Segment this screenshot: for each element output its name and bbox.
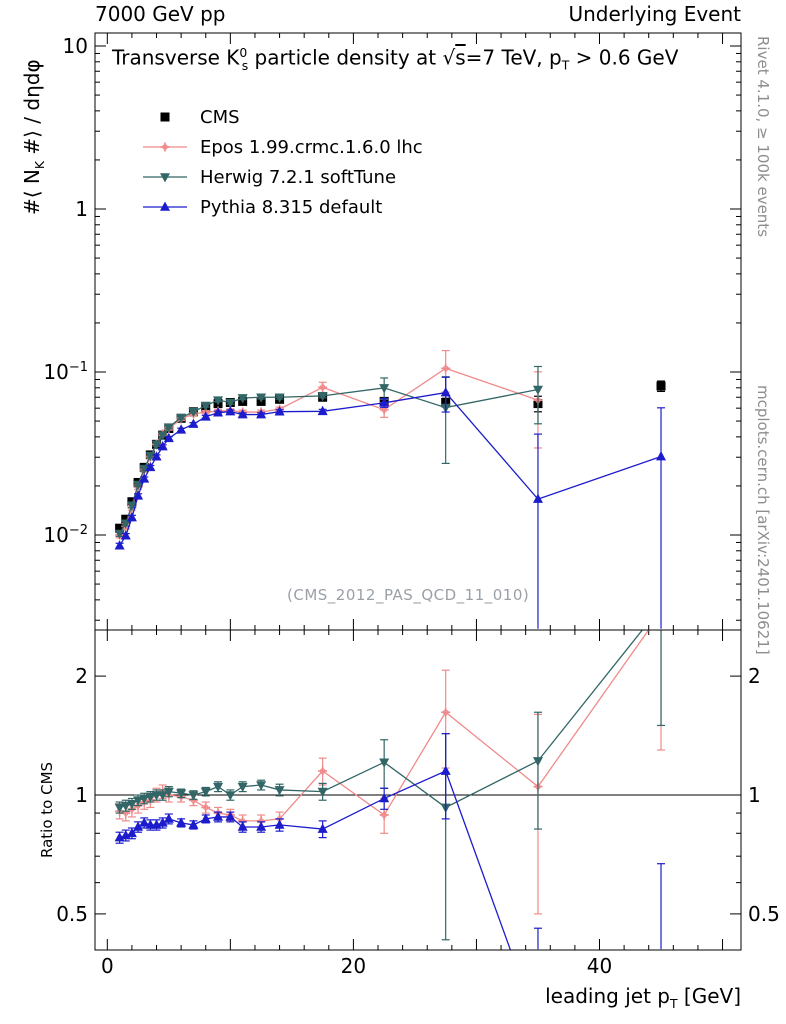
ratio-series [114,630,666,941]
tick-labels: 10 1 10−1 10−2 2 2 1 1 0.5 0.5 0 20 40 [43,34,779,978]
legend: CMS Epos 1.99.crmc.1.6.0 lhc Herwig 7.2.1 … [143,107,423,218]
main-series [114,376,667,629]
ratio-axis-label: Ratio to CMS [38,761,56,858]
axes [95,33,741,950]
legend-label: Pythia 8.315 default [200,197,382,218]
x-axis-label: leading jet pT [GeV] [545,984,741,1011]
svg-text:10−1: 10−1 [43,360,88,384]
svg-text:0.5: 0.5 [748,902,780,926]
svg-text:40: 40 [587,954,612,978]
svg-text:10−2: 10−2 [43,523,88,547]
svg-text:2: 2 [748,664,761,688]
main-series [115,349,543,540]
svg-text:2: 2 [75,664,88,688]
ratio-series [114,733,666,950]
y-axis-label: #⟨ NK #⟩ / dηdφ [20,59,47,215]
svg-text:1: 1 [75,197,88,221]
svg-text:20: 20 [341,954,366,978]
svg-text:0.5: 0.5 [56,902,88,926]
main-series [114,365,543,540]
header-topic: Underlying Event [568,2,741,26]
rivet-version-note: Rivet 4.1.0, ≥ 100k events [754,36,772,238]
legend-label: CMS [200,107,240,128]
svg-text:1: 1 [748,783,761,807]
header-beam: 7000 GeV pp [95,2,226,26]
svg-text:10: 10 [63,34,88,58]
plot-header: 7000 GeV pp Underlying Event [95,2,741,26]
legend-label: Epos 1.99.crmc.1.6.0 lhc [200,137,423,158]
main-panel-frame [94,32,742,631]
analysis-watermark: (CMS_2012_PAS_QCD_11_010) [287,586,530,604]
svg-text:0: 0 [101,954,114,978]
mcplots-arxiv-note: mcplots.cern.ch [arXiv:2401.10621] [754,385,772,655]
panel-title: Transverse K0s particle density at √s=7 … [112,45,679,73]
ratio-panel-frame [94,629,742,951]
main-series [115,380,666,533]
svg-text:1: 1 [75,783,88,807]
legend-label: Herwig 7.2.1 softTune [200,167,396,188]
